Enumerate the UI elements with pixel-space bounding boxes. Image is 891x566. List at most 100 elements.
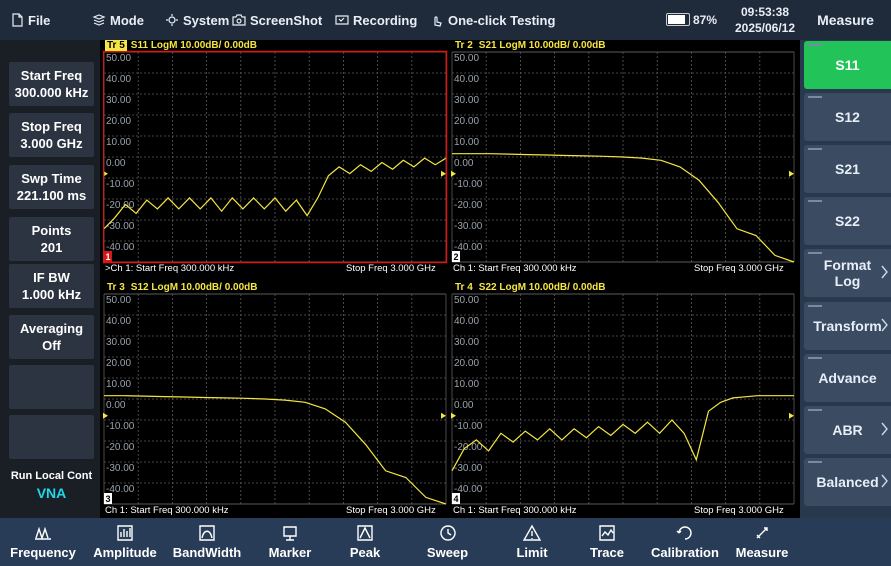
y-tick-label: 0.00 xyxy=(454,158,474,169)
y-tick-label: -10.00 xyxy=(106,179,135,190)
softkey-indicator xyxy=(808,44,822,46)
softkey-label: Format xyxy=(823,257,872,273)
trace-number-box xyxy=(104,251,112,262)
sweep-icon xyxy=(439,525,456,541)
calibration-icon xyxy=(676,526,692,540)
trace-line xyxy=(104,395,447,505)
bottom-key-peak[interactable]: Peak xyxy=(330,518,400,566)
trace-panel-2[interactable]: 50.00 40.00 30.00 20.00 10.00 0.00 -10.00 -20.0… xyxy=(451,40,795,274)
softkey-indicator xyxy=(808,200,822,202)
y-tick-label: -40.00 xyxy=(454,242,483,253)
bottom-function-bar xyxy=(0,518,800,566)
gear-icon xyxy=(166,14,178,26)
trace-header[interactable]: Tr 2 S21 LogM 10.00dB/ 0.00dB xyxy=(453,40,606,51)
bottom-key-limit[interactable]: Limit xyxy=(497,518,567,566)
bottom-key-frequency[interactable]: Frequency xyxy=(3,518,83,566)
softkey-s22[interactable]: S22 xyxy=(804,197,891,245)
trace-tag: Tr 5 xyxy=(105,40,127,51)
bottom-key-marker[interactable]: Marker xyxy=(255,518,325,566)
param-start-freq[interactable]: Start Freq 300.000 kHz xyxy=(9,62,94,106)
param-empty-slot[interactable] xyxy=(9,365,94,409)
trace-header[interactable]: Tr 5 S11 LogM 10.00dB/ 0.00dB xyxy=(105,40,257,51)
chevron-right-icon xyxy=(880,422,889,436)
trace-tag: Tr 4 xyxy=(455,282,473,293)
softkey-indicator xyxy=(808,461,822,463)
bottom-key-sweep[interactable]: Sweep xyxy=(410,518,485,566)
trace-number: 2 xyxy=(454,252,459,262)
param-if-bw[interactable]: IF BW 1.000 kHz xyxy=(9,264,94,308)
param-label: Swp Time xyxy=(21,171,82,186)
softkey-advance[interactable]: Advance xyxy=(804,354,891,402)
active-trace-frame xyxy=(103,50,448,264)
menu-system[interactable]: System xyxy=(165,10,229,30)
y-tick-label: 50.00 xyxy=(106,53,131,64)
softkey-label: Balanced xyxy=(816,474,879,490)
start-freq-label: >Ch 1: Start Freq 300.000 kHz xyxy=(105,263,235,274)
bottom-key-measure[interactable]: Measure xyxy=(730,518,794,566)
menu-screenshot[interactable]: ScreenShot xyxy=(232,10,322,30)
trace-number-box xyxy=(452,493,460,504)
softkey-s12[interactable]: S12 xyxy=(804,93,891,141)
param-label: Averaging xyxy=(19,321,84,336)
y-tick-label: -30.00 xyxy=(106,221,135,232)
bottom-key-calibration[interactable]: Calibration xyxy=(645,518,725,566)
y-tick-label: 0.00 xyxy=(106,158,126,169)
param-points[interactable]: Points 201 xyxy=(9,217,94,261)
bottom-right-area xyxy=(800,518,891,566)
reference-arrow xyxy=(789,170,794,177)
bandwidth-icon xyxy=(199,525,215,541)
menu-file[interactable]: File xyxy=(10,10,50,30)
run-local-value: VNA xyxy=(36,484,67,501)
softkey-format[interactable]: Format Log xyxy=(804,249,891,297)
bottom-key-trace[interactable]: Trace xyxy=(578,518,636,566)
record-icon xyxy=(335,15,349,25)
param-value: Off xyxy=(42,338,61,353)
param-swp-time[interactable]: Swp Time 221.100 ms xyxy=(9,165,94,209)
bottom-key-amplitude[interactable]: Amplitude xyxy=(86,518,164,566)
trace-line xyxy=(452,153,795,263)
y-tick-label: 20.00 xyxy=(454,116,479,127)
softkey-s11[interactable]: S11 xyxy=(804,41,891,89)
menu-recording[interactable]: Recording xyxy=(335,10,417,30)
run-local-status[interactable]: Run Local Cont VNA xyxy=(9,461,94,509)
reference-arrow xyxy=(451,170,456,177)
trace-header[interactable]: Tr 3 S12 LogM 10.00dB/ 0.00dB xyxy=(105,282,258,293)
y-tick-label: -20.00 xyxy=(454,442,483,453)
softkey-transform[interactable]: Transform xyxy=(804,302,891,350)
softkey-abr[interactable]: ABR xyxy=(804,406,891,454)
trace-panel-4[interactable]: 50.00 40.00 30.00 20.00 10.00 0.00 -10.00 -20.0… xyxy=(451,282,795,516)
y-tick-label: -30.00 xyxy=(106,463,135,474)
menu-mode[interactable]: Mode xyxy=(92,10,144,30)
y-tick-label: 30.00 xyxy=(106,95,131,106)
param-value: 3.000 GHz xyxy=(20,136,83,151)
param-empty-slot[interactable] xyxy=(9,415,94,459)
menu-one-click-testing[interactable]: One-click Testing xyxy=(430,10,555,30)
softkey-balanced[interactable]: Balanced xyxy=(804,458,891,506)
param-averaging[interactable]: Averaging Off xyxy=(9,315,94,359)
amplitude-icon xyxy=(117,525,133,541)
softkey-value: Log xyxy=(834,273,861,289)
softkey-indicator xyxy=(808,357,822,359)
trace-icon xyxy=(599,525,615,541)
bottom-key-label: Frequency xyxy=(10,545,76,560)
param-value: 1.000 kHz xyxy=(21,287,82,302)
trace-panel-1[interactable]: 50.00 40.00 30.00 20.00 10.00 0.00 -10.00 -20.0… xyxy=(103,40,448,274)
touch-icon xyxy=(434,16,442,27)
bottom-key-bandwidth[interactable]: BandWidth xyxy=(165,518,249,566)
limit-icon xyxy=(522,524,542,541)
trace-tag: Tr 3 xyxy=(107,282,125,293)
softkey-indicator xyxy=(808,96,822,98)
softkey-s21[interactable]: S21 xyxy=(804,145,891,193)
trace-header[interactable]: Tr 4 S22 LogM 10.00dB/ 0.00dB xyxy=(453,282,606,293)
trace-title: S21 LogM 10.00dB/ 0.00dB xyxy=(478,40,606,51)
param-stop-freq[interactable]: Stop Freq 3.000 GHz xyxy=(9,113,94,157)
y-tick-label: 10.00 xyxy=(106,137,131,148)
y-tick-label: -20.00 xyxy=(106,200,135,211)
menu-label: Mode xyxy=(110,12,144,28)
param-label: Start Freq xyxy=(20,68,83,83)
chevron-right-icon xyxy=(880,318,889,332)
bottom-key-label: Limit xyxy=(516,545,548,560)
softkey-label: ABR xyxy=(832,422,863,438)
softkey-label: S21 xyxy=(835,161,860,177)
trace-panel-3[interactable]: 50.00 40.00 30.00 20.00 10.00 0.00 -10.00 -20.0… xyxy=(103,282,447,516)
